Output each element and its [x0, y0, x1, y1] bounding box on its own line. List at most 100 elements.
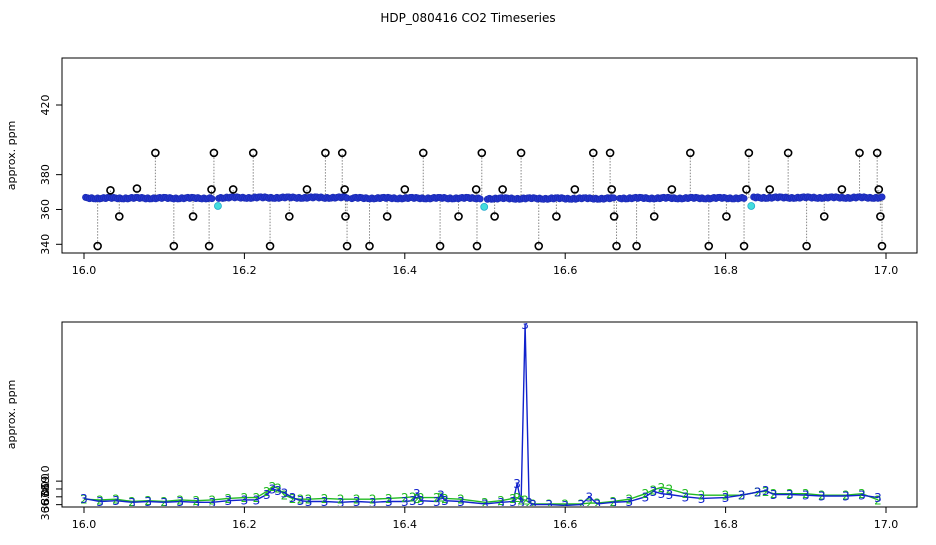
series-marker-2: 2 [650, 483, 658, 497]
series-marker-3: 3 [353, 495, 361, 509]
spike-point [588, 148, 598, 158]
x-tick-label: 16.6 [553, 518, 578, 531]
spike-point [365, 241, 374, 251]
y-tick-label: 360 [39, 199, 52, 220]
chart-co2-by-channel: 16.0 16.2 16.4 16.6 16.8 17.0366.0367.0368.03… [5, 318, 918, 531]
series-marker-2: 2 [417, 491, 425, 505]
y-tick-label: 366.0 [39, 489, 52, 521]
spike-point [435, 241, 445, 251]
series-marker-2: 2 [762, 485, 770, 499]
series-marker-2: 2 [698, 489, 706, 503]
spike-point [872, 148, 882, 158]
series-marker-3: 3 [112, 494, 120, 508]
series-marker-2: 2 [353, 493, 361, 507]
series-marker-2: 2 [176, 493, 184, 507]
spike-point [739, 241, 749, 251]
y-tick-label: 340 [39, 234, 52, 255]
series-marker-3: 3 [666, 488, 674, 502]
spike-point [207, 185, 216, 194]
spike-point [285, 212, 294, 221]
series-marker-3: 3 [297, 494, 305, 508]
spike-point [855, 148, 864, 158]
x-tick-label: 16.8 [713, 518, 738, 531]
series-marker-2: 2 [509, 492, 517, 506]
spike-point [552, 212, 561, 221]
series-marker-2: 2 [658, 481, 666, 495]
series-marker-2: 2 [385, 492, 393, 506]
series-marker-3: 3 [128, 496, 136, 510]
spike-point [877, 241, 887, 251]
y-tick-label: 420 [39, 95, 52, 116]
spike-point [204, 241, 214, 251]
series-marker-2: 2 [529, 497, 537, 511]
series-marker-2: 2 [593, 497, 601, 511]
series-marker-2: 2 [241, 491, 249, 505]
spike-point [686, 148, 695, 158]
spike-point [722, 212, 731, 221]
series-marker-2: 2 [225, 492, 233, 506]
series-marker-2: 2 [433, 491, 441, 505]
baseline-point [740, 194, 748, 202]
series-marker-2: 2 [858, 487, 866, 501]
series-marker-3: 3 [509, 495, 517, 509]
series-marker-3: 3 [176, 495, 184, 509]
series-marker-3: 3 [385, 495, 393, 509]
x-tick-label: 17.0 [874, 518, 899, 531]
series-marker-2: 2 [144, 494, 152, 508]
series-line-2 [83, 485, 879, 505]
series-marker-2: 2 [305, 493, 313, 507]
series-marker-3: 3 [521, 318, 529, 332]
series-marker-2: 2 [626, 493, 634, 507]
spike-point [132, 184, 142, 193]
plot-marks [82, 148, 887, 251]
spike-point [605, 148, 615, 158]
series-marker-2: 2 [128, 495, 136, 509]
series-marker-3: 3 [754, 486, 762, 500]
spike-point [498, 185, 507, 194]
series-marker-2: 2 [160, 495, 168, 509]
x-tick-label: 16.0 [72, 264, 97, 277]
series-marker-2: 2 [770, 487, 778, 501]
spike-point [607, 185, 617, 194]
x-tick-label: 16.4 [393, 518, 418, 531]
spike-point [802, 241, 811, 251]
spike-point [418, 148, 428, 158]
series-marker-3: 3 [842, 490, 850, 504]
spike-point [188, 212, 198, 221]
spike-point [742, 185, 751, 194]
series-marker-2: 2 [517, 493, 525, 507]
series-marker-2: 2 [561, 497, 569, 511]
baseline-point [610, 194, 618, 202]
series-marker-2: 2 [577, 497, 585, 511]
x-tick-label: 16.0 [72, 518, 97, 531]
series-marker-2: 2 [874, 493, 882, 507]
series-marker-2: 2 [666, 482, 674, 496]
series-marker-3: 3 [289, 491, 297, 505]
spike-point [612, 241, 621, 251]
series-marker-3: 3 [762, 484, 770, 498]
series-marker-3: 3 [441, 494, 449, 508]
spike-point [302, 185, 312, 194]
spike-point [471, 185, 481, 194]
spike-point [114, 212, 124, 221]
series-marker-2: 2 [786, 487, 794, 501]
series-marker-3: 3 [545, 498, 553, 512]
series-marker-2: 2 [738, 489, 746, 503]
series-marker-3: 3 [858, 489, 866, 503]
series-marker-2: 2 [722, 489, 730, 503]
series-marker-2: 2 [289, 492, 297, 506]
series-marker-3: 3 [517, 496, 525, 510]
series-marker-2: 2 [457, 493, 465, 507]
series-marker-3: 3 [305, 495, 313, 509]
y-tick-label: 380 [39, 164, 52, 185]
series-marker-2: 2 [754, 486, 762, 500]
series-marker-3: 3 [96, 495, 104, 509]
series-marker-3: 3 [80, 492, 88, 506]
series-marker-2: 2 [253, 491, 261, 505]
spike-point [667, 185, 677, 194]
spike-point [649, 212, 659, 221]
series-marker-3: 3 [337, 496, 345, 510]
